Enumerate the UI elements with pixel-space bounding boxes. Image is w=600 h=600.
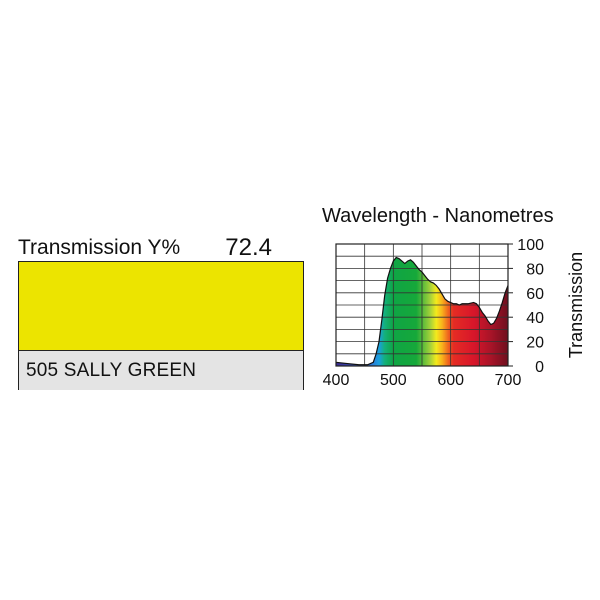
- transmission-header: Transmission Y% 72.4: [18, 232, 306, 262]
- y-axis-label: Transmission: [566, 252, 586, 358]
- y-tick-label: 100: [517, 237, 544, 254]
- x-tick-label: 600: [437, 372, 464, 389]
- x-tick-label: 500: [380, 372, 407, 389]
- x-tick-label: 700: [495, 372, 522, 389]
- y-tick-label: 20: [526, 335, 544, 352]
- chart-title: Wavelength - Nanometres: [322, 205, 554, 227]
- filter-name: 505 SALLY GREEN: [19, 351, 303, 390]
- filter-card: 505 SALLY GREEN: [18, 261, 304, 390]
- y-tick-label: 40: [526, 310, 544, 327]
- y-tick-label: 80: [526, 261, 544, 278]
- y-tick-label: 0: [535, 359, 544, 376]
- x-tick-label: 400: [323, 372, 350, 389]
- transmission-label: Transmission Y%: [18, 236, 181, 259]
- transmission-curve: [335, 256, 509, 366]
- plot-frame: [335, 243, 509, 367]
- transmission-chart: 400 500 600 700 0 20 40 60 80 100 Transmission: [323, 237, 586, 389]
- y-tick-label: 60: [526, 286, 544, 303]
- transmission-value: 72.4: [225, 234, 272, 261]
- color-swatch: [19, 262, 303, 351]
